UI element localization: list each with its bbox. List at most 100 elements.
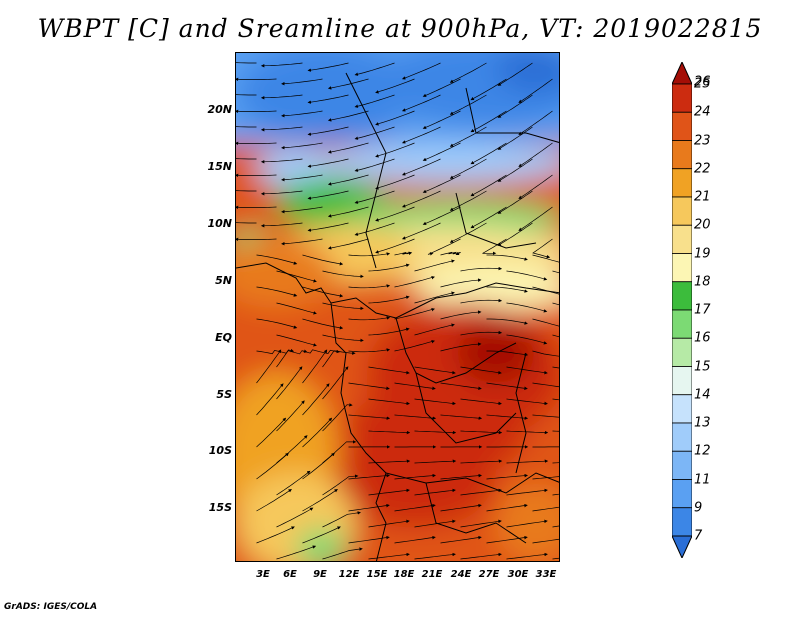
streamline xyxy=(281,110,323,118)
streamline xyxy=(368,366,410,375)
streamline xyxy=(414,291,455,304)
streamline xyxy=(327,238,369,250)
streamline xyxy=(394,503,436,512)
streamline xyxy=(532,350,559,357)
lon-label-3e: 3E xyxy=(256,569,270,580)
streamline xyxy=(394,414,437,420)
streamline xyxy=(440,251,461,256)
colorbar-segment xyxy=(672,83,692,113)
streamline xyxy=(302,254,344,266)
streamline xyxy=(236,173,277,178)
streamline xyxy=(449,158,487,179)
colorbar-label: 15 xyxy=(694,359,711,374)
streamline xyxy=(486,535,528,544)
streamline xyxy=(394,275,435,288)
streamline xyxy=(348,252,391,257)
streamline xyxy=(348,284,391,289)
streamline xyxy=(460,298,503,304)
streamline xyxy=(440,473,483,480)
streamline xyxy=(414,459,457,464)
streamline xyxy=(460,398,502,406)
streamline xyxy=(260,190,303,196)
streamline xyxy=(368,552,410,560)
lat-label-eq: EQ xyxy=(215,331,232,344)
streamline xyxy=(427,238,461,256)
streamline xyxy=(236,62,257,64)
lat-label-15s: 15S xyxy=(208,501,232,514)
streamline xyxy=(470,142,507,165)
streamline xyxy=(236,205,277,210)
temperature-field xyxy=(236,53,559,561)
streamline xyxy=(236,158,257,160)
colorbar-label: 21 xyxy=(694,189,711,205)
streamline xyxy=(276,507,314,528)
streamline xyxy=(532,238,553,259)
streamline xyxy=(506,366,548,375)
streamline xyxy=(460,366,502,375)
streamline xyxy=(368,295,410,304)
streamline xyxy=(348,473,391,480)
streamline xyxy=(518,206,553,231)
streamline xyxy=(482,238,507,256)
streamline xyxy=(327,174,369,186)
colorbar-top-arrow xyxy=(672,62,692,85)
streamline xyxy=(322,350,356,368)
streamline xyxy=(281,206,323,214)
streamline xyxy=(276,545,317,560)
streamline xyxy=(440,278,482,288)
streamline xyxy=(532,506,559,512)
wbpt-streamline-map xyxy=(236,53,559,561)
streamline xyxy=(375,174,415,190)
streamline xyxy=(470,110,507,133)
lat-label-15n: 15N xyxy=(207,160,232,173)
colorbar-label: 7 xyxy=(694,528,703,544)
streamline xyxy=(506,430,549,435)
colorbar-label: 23 xyxy=(694,133,711,148)
streamline xyxy=(518,174,553,199)
lon-label-30e: 30E xyxy=(507,569,529,580)
streamline xyxy=(506,270,548,281)
colorbar-segment xyxy=(672,422,692,452)
streamline xyxy=(394,307,435,320)
streamline xyxy=(256,383,284,416)
streamline xyxy=(486,254,528,261)
streamline xyxy=(354,62,395,76)
streamline xyxy=(368,398,410,406)
streamline xyxy=(276,270,317,283)
streamline xyxy=(401,190,441,208)
streamline xyxy=(552,302,559,306)
colorbar-segment xyxy=(672,140,692,170)
streamline xyxy=(440,342,482,352)
streamline xyxy=(460,430,503,435)
streamline xyxy=(414,323,455,336)
streamline xyxy=(506,334,548,345)
streamline xyxy=(532,414,559,418)
colorbar-segment xyxy=(672,253,692,283)
streamline xyxy=(348,503,390,512)
colorbar-label: 11 xyxy=(694,472,711,487)
streamline xyxy=(322,511,362,528)
streamline xyxy=(422,174,461,193)
colorbar-segment xyxy=(672,168,692,198)
streamline xyxy=(518,110,553,135)
streamline xyxy=(497,222,533,246)
streamline xyxy=(354,94,395,108)
streamline xyxy=(486,318,528,325)
streamline xyxy=(460,519,502,528)
streamline xyxy=(506,302,548,313)
streamline xyxy=(422,142,461,161)
streamline xyxy=(368,459,411,464)
streamline xyxy=(414,366,456,375)
streamline xyxy=(375,78,415,94)
streamline xyxy=(256,489,292,512)
streamline xyxy=(260,126,303,132)
streamline xyxy=(302,318,344,330)
streamline xyxy=(552,270,559,274)
colorbar-label: 12 xyxy=(694,443,711,459)
colorbar-segment xyxy=(672,507,692,537)
lon-label-33e: 33E xyxy=(535,569,557,580)
streamline xyxy=(368,519,410,528)
streamline xyxy=(236,109,277,114)
streamline xyxy=(414,430,457,435)
streamline xyxy=(368,430,411,435)
